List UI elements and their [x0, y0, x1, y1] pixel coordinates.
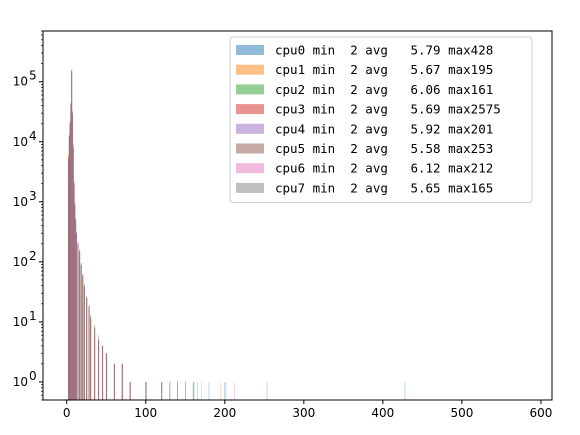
- bar-cpu1: [185, 381, 186, 400]
- legend-item-cpu2: cpu2 min 2 avg 6.06 max161: [236, 82, 493, 97]
- legend-item-cpu6: cpu6 min 2 avg 6.12 max212: [236, 161, 493, 176]
- y-tick-exponent: 3: [29, 189, 37, 203]
- legend-label: cpu7 min 2 avg 5.65 max165: [275, 180, 493, 195]
- bar-cpu7: [73, 147, 74, 400]
- legend-swatch: [236, 64, 264, 75]
- bar-cpu0: [192, 381, 194, 400]
- bar-cpu7: [69, 135, 70, 400]
- y-tick-label: 10: [13, 75, 28, 89]
- bar-cpu7: [122, 363, 123, 400]
- series-cpu7: [68, 70, 198, 401]
- legend-item-cpu3: cpu3 min 2 avg 5.69 max2575: [236, 102, 501, 117]
- x-tick-label: 600: [529, 406, 552, 420]
- legend-box: [229, 36, 533, 204]
- legend-label: cpu1 min 2 avg 5.67 max195: [275, 62, 493, 77]
- bars-group: [67, 69, 406, 401]
- bar-cpu7: [70, 122, 71, 401]
- plot-frame: [42, 30, 553, 401]
- legend-swatch: [236, 45, 264, 55]
- legend-swatch: [236, 182, 264, 193]
- legend-item-cpu0: cpu0 min 2 avg 5.79 max428: [236, 43, 493, 58]
- bar-cpu7: [74, 205, 76, 400]
- bar-cpu7: [68, 156, 70, 400]
- x-tick-label: 300: [292, 406, 315, 420]
- bar-cpu7: [130, 381, 131, 400]
- bar-cpu7: [114, 363, 115, 400]
- bar-cpu7: [102, 345, 104, 400]
- bar-cpu7: [106, 353, 108, 400]
- bar-cpu7: [197, 381, 198, 400]
- bar-cpu7: [76, 233, 78, 400]
- legend-swatch: [236, 163, 264, 174]
- bar-cpu7: [90, 317, 92, 400]
- bar-cpu7: [86, 298, 88, 400]
- bar-cpu7: [78, 244, 79, 400]
- y-tick-exponent: 1: [29, 309, 37, 323]
- y-tick-exponent: 2: [29, 249, 37, 263]
- legend-label: cpu2 min 2 avg 6.06 max161: [275, 82, 493, 97]
- bar-cpu2: [169, 381, 170, 400]
- bar-cpu5: [185, 381, 186, 400]
- y-tick-exponent: 4: [29, 129, 37, 143]
- legend-item-cpu1: cpu1 min 2 avg 5.67 max195: [236, 62, 493, 77]
- bar-cpu7: [71, 70, 73, 400]
- bar-cpu0: [404, 381, 406, 400]
- bar-cpu7: [75, 220, 77, 400]
- legend-label: cpu5 min 2 avg 5.58 max253: [275, 141, 493, 156]
- bar-cpu7: [74, 184, 75, 400]
- y-tick-exponent: 5: [29, 69, 37, 83]
- legend-label: cpu0 min 2 avg 5.79 max428: [275, 43, 493, 58]
- y-tick-label: 10: [13, 375, 28, 389]
- bar-cpu3: [177, 381, 178, 400]
- bar-cpu0: [224, 381, 226, 400]
- legend-item-cpu7: cpu7 min 2 avg 5.65 max165: [236, 180, 493, 195]
- bar-cpu5: [161, 381, 163, 400]
- x-tick-label: 100: [134, 406, 157, 420]
- legend-swatch: [236, 123, 264, 134]
- x-tick-label: 400: [371, 406, 394, 420]
- bar-cpu7: [98, 339, 100, 400]
- bar-cpu7: [89, 306, 90, 400]
- bar-cpu7: [94, 327, 96, 400]
- bar-cpu7: [81, 264, 82, 400]
- legend-label: cpu6 min 2 avg 6.12 max212: [275, 161, 493, 176]
- legend-swatch: [236, 84, 264, 95]
- x-tick-label: 200: [213, 406, 236, 420]
- bar-cpu7: [79, 251, 81, 400]
- legend-item-cpu4: cpu4 min 2 avg 5.92 max201: [236, 121, 493, 136]
- bar-cpu5: [266, 381, 268, 400]
- bar-cpu4: [193, 381, 194, 400]
- legend-label: cpu4 min 2 avg 5.92 max201: [275, 121, 493, 136]
- y-tick-label: 10: [13, 315, 28, 329]
- x-tick-label: 500: [450, 406, 473, 420]
- bar-cpu6: [201, 381, 202, 400]
- legend-item-cpu5: cpu5 min 2 avg 5.58 max253: [236, 141, 493, 156]
- bar-cpu1: [220, 381, 222, 400]
- legend-swatch: [236, 104, 264, 115]
- bar-cpu0: [208, 381, 210, 400]
- y-tick-label: 10: [13, 195, 28, 209]
- bar-cpu4: [225, 381, 227, 400]
- bar-cpu7: [169, 381, 171, 400]
- y-tick-label: 10: [13, 255, 28, 269]
- bar-cpu7: [82, 275, 84, 400]
- bar-cpu7: [70, 103, 72, 401]
- y-tick-exponent: 0: [29, 369, 37, 383]
- bar-cpu2: [193, 381, 195, 400]
- legend-label: cpu3 min 2 avg 5.69 max2575: [275, 102, 501, 117]
- legend: cpu0 min 2 avg 5.79 max428 cpu1 min 2 avg…: [229, 36, 533, 204]
- y-tick-label: 10: [13, 135, 28, 149]
- x-tick-label: 0: [63, 406, 71, 420]
- bar-cpu6: [234, 381, 236, 400]
- bar-cpu7: [84, 286, 85, 400]
- bar-cpu7: [146, 381, 147, 400]
- bar-cpu7: [72, 113, 74, 400]
- legend-swatch: [236, 143, 264, 154]
